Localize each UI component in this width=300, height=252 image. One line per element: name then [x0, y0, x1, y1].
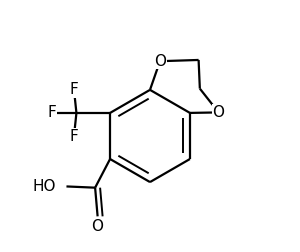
Text: F: F [47, 105, 56, 120]
Text: F: F [70, 82, 78, 97]
Text: F: F [70, 129, 78, 144]
Text: O: O [92, 219, 104, 234]
Text: O: O [154, 54, 166, 69]
Text: O: O [213, 105, 225, 120]
Text: HO: HO [33, 179, 56, 194]
